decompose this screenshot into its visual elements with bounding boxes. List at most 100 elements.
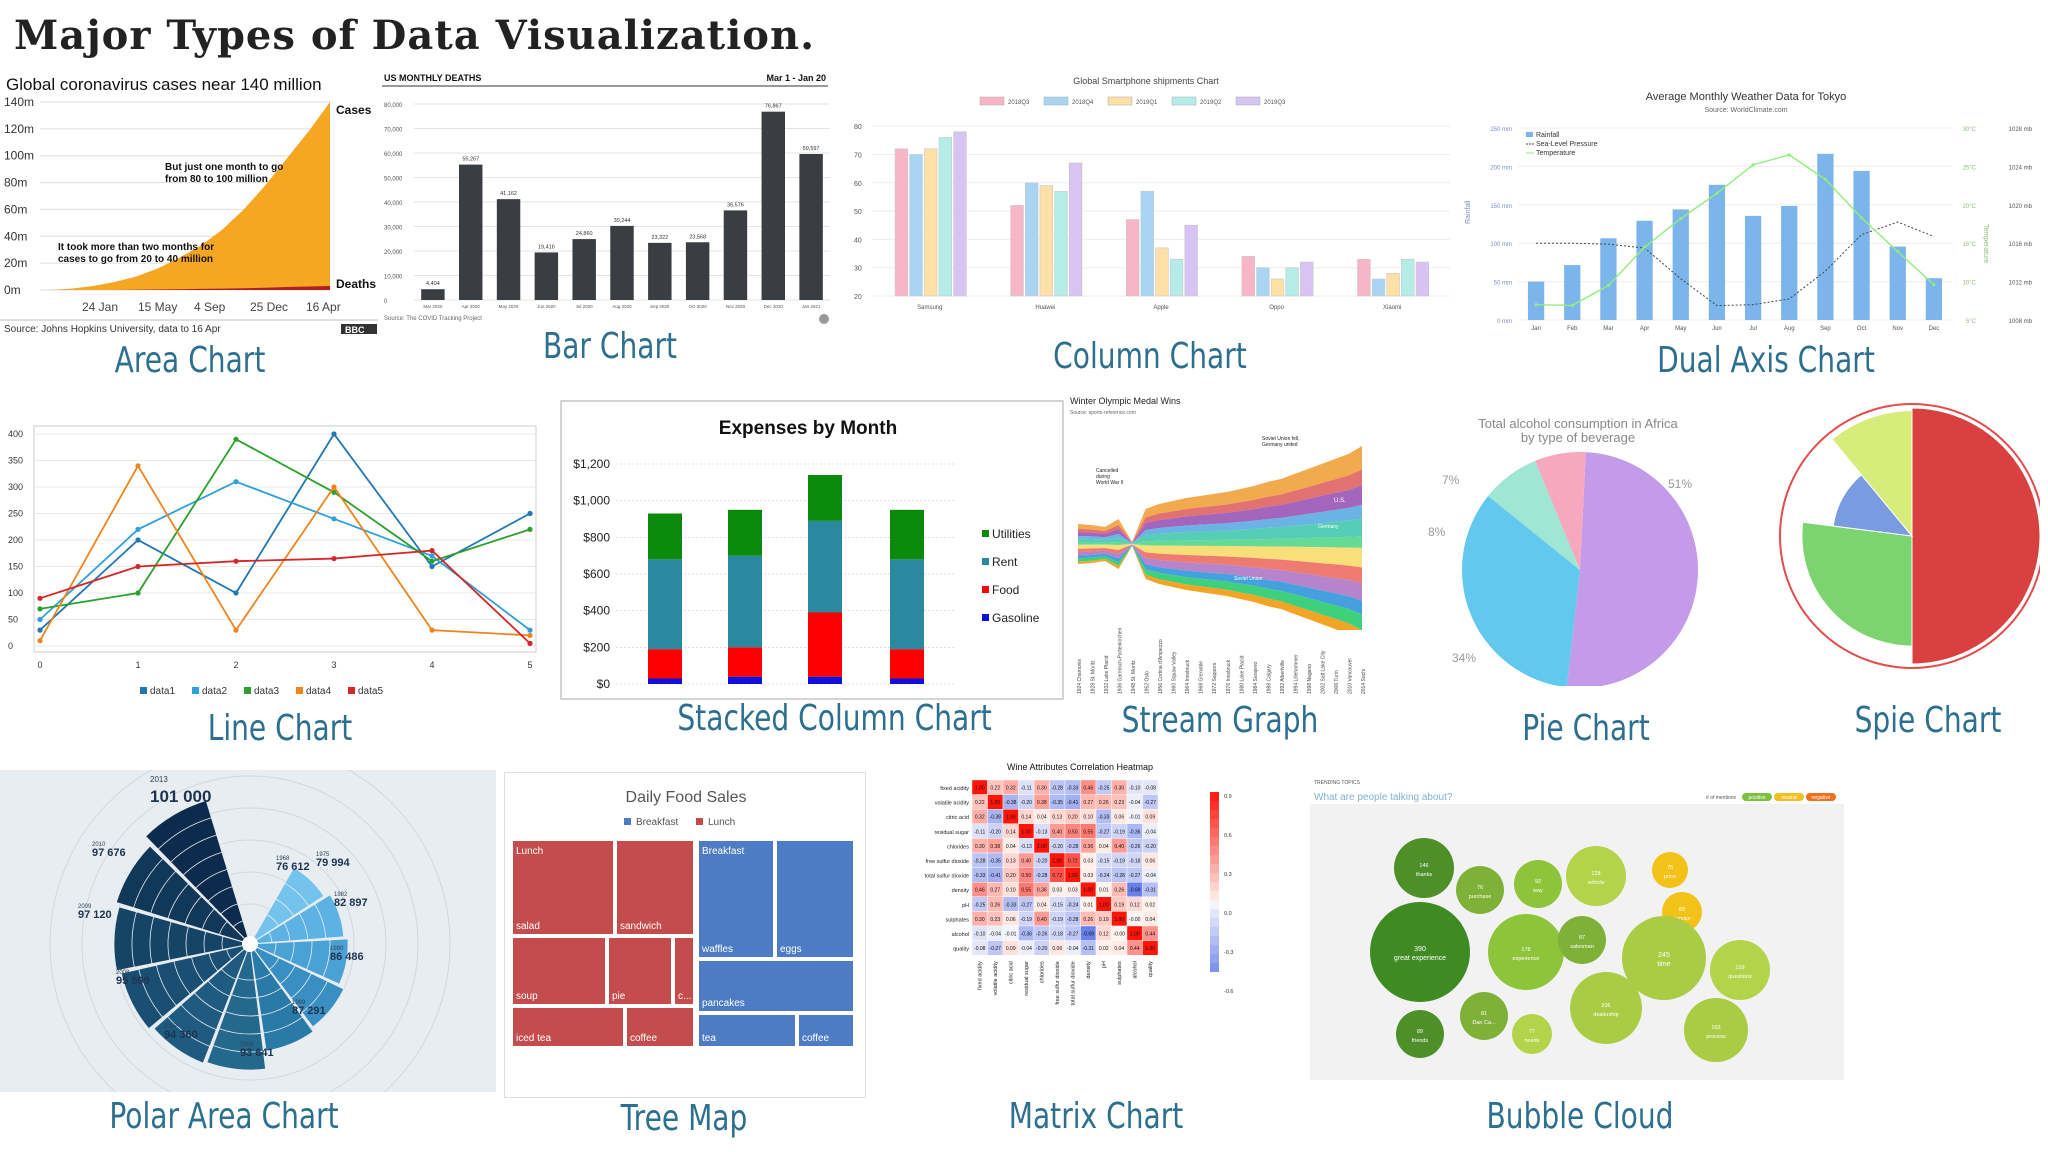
matrix-cell-value: -0.33 — [1098, 815, 1110, 821]
bubble-value: 92 — [1535, 879, 1541, 885]
matrix-cell-value: -0.26 — [1036, 932, 1048, 938]
tree-legend-label: Lunch — [708, 817, 735, 828]
area-y-tick: 100m — [4, 149, 34, 163]
bubble-header: TRENDING TOPICS — [1314, 780, 1361, 786]
column-y-tick: 80 — [854, 124, 862, 131]
area-y-tick: 60m — [4, 202, 27, 216]
matrix-cell-value: -0.20 — [1145, 844, 1157, 850]
spie-outer-ring — [1779, 403, 2040, 669]
polar-value-label: 82 897 — [334, 897, 368, 909]
matrix-cell-value: 0.72 — [1068, 859, 1078, 865]
stacked-column-chart: Expenses by Month $0 $200 $400 $600 $800 $1,00… — [560, 400, 1064, 700]
matrix-cell-value: -0.18 — [1052, 932, 1064, 938]
polar-sector — [218, 921, 251, 945]
line-legend-swatch — [348, 687, 355, 694]
bar-value-label: 76,867 — [765, 104, 782, 110]
polar-sector — [237, 943, 255, 981]
bar — [534, 252, 559, 300]
matrix-cell-value: 0.36 — [1037, 888, 1047, 894]
dual-temperature-point — [1787, 153, 1791, 157]
matrix-scale-tick: -0.6 — [1224, 989, 1233, 995]
stacked-y-tick: $600 — [583, 567, 610, 581]
bubble-value: 87 — [1579, 935, 1585, 941]
tree-cell-label: coffee — [630, 1033, 657, 1044]
column-bar — [1010, 205, 1024, 297]
dual-x-tick: Nov — [1892, 326, 1903, 332]
stacked-title: Expenses by Month — [719, 418, 897, 439]
matrix-row-label: residual sugar — [934, 830, 969, 836]
tree-cell-label: pancakes — [702, 998, 745, 1009]
column-legend-swatch — [1107, 96, 1133, 106]
column-bar — [1256, 267, 1270, 297]
bubble-value: 163 — [1711, 1025, 1720, 1031]
matrix-cell-value: -0.04 — [1129, 800, 1141, 806]
matrix-scale-tick: 0.0 — [1224, 911, 1232, 917]
stream-layer — [1078, 544, 1362, 601]
matrix-cell-value: 0.04 — [1006, 844, 1016, 850]
column-bar — [1285, 267, 1299, 297]
caption-pie: Pie Chart — [1522, 708, 1650, 749]
stacked-segment — [808, 475, 842, 521]
matrix-cell-value: 0.19 — [1114, 902, 1124, 908]
bubble-label: friends — [1412, 1038, 1429, 1044]
line-point — [429, 563, 435, 570]
column-y-tick: 50 — [854, 209, 862, 216]
bubble-label: vehicle — [1587, 880, 1604, 886]
stacked-segment — [890, 559, 924, 650]
bubble-label: way — [1532, 888, 1543, 894]
matrix-cell-value: 0.40 — [1114, 844, 1124, 850]
area-chart: Global coronavirus cases near 140 millio… — [0, 68, 378, 338]
polar-value-label: 79 994 — [316, 857, 351, 869]
column-legend-label: 2019Q1 — [1136, 100, 1158, 106]
bubble-value: 206 — [1601, 1003, 1610, 1009]
matrix-cell-value: -0.04 — [1021, 946, 1033, 952]
line-y-tick: 50 — [8, 615, 18, 625]
dual-legend-label: Rainfall — [1536, 132, 1560, 139]
stream-layer — [1078, 485, 1362, 544]
stream-layer — [1078, 545, 1362, 631]
tree-cell — [511, 839, 615, 936]
matrix-cell-value: -0.20 — [1021, 800, 1033, 806]
stream-x-tick: 1972 Sapporo — [1212, 662, 1218, 694]
bar-source: Source: The COVID Tracking Project — [384, 316, 482, 322]
matrix-cell-value: -0.15 — [1098, 859, 1110, 865]
polar-year-label: 2010 — [92, 842, 106, 848]
matrix-cell-value: 0.14 — [1021, 815, 1031, 821]
area-x-tick: 15 May — [138, 300, 177, 314]
line-plot-frame — [33, 425, 537, 653]
line-y-tick: 250 — [8, 509, 23, 519]
area-logo: BBC — [345, 325, 365, 335]
matrix-cell-value: 0.04 — [1114, 946, 1124, 952]
matrix-cell-value: 0.30 — [1114, 786, 1124, 792]
matrix-cell-value: 0.06 — [1114, 815, 1124, 821]
bar-y-tick: 30,000 — [384, 226, 403, 232]
matrix-cell-value: -0.19 — [1052, 917, 1064, 923]
line-legend-swatch — [244, 687, 251, 694]
stream-x-tick: 1960 Squaw Valley — [1172, 651, 1178, 694]
tree-legend-label: Breakfast — [636, 817, 678, 828]
stream-label: Germany — [1318, 524, 1339, 530]
matrix-cell-value: 0.12 — [1130, 902, 1140, 908]
dual-rainfall-bar — [1636, 220, 1653, 320]
page-title: Major Types of Data Visualization. — [14, 12, 815, 59]
matrix-chart: Wine Attributes Correlation Heatmap fixed… — [880, 758, 1300, 1078]
bubble-question: What are people talking about? — [1314, 792, 1453, 803]
tree-cell — [697, 959, 855, 1013]
matrix-cell-value: 0.23 — [990, 917, 1000, 923]
column-x-tick: Huawei — [1035, 305, 1055, 311]
caption-stacked: Stacked Column Chart — [677, 698, 992, 739]
bar-y-tick: 60,000 — [384, 152, 403, 158]
bar-x-tick: Jun 2020 — [537, 304, 556, 309]
column-bar — [1357, 258, 1371, 297]
column-bar — [1155, 247, 1169, 297]
line-legend-label: data3 — [254, 686, 279, 697]
tree-cell-label: eggs — [780, 944, 802, 955]
matrix-cell-value: 0.38 — [1037, 800, 1047, 806]
dual-rainfall-bar — [1817, 153, 1834, 320]
polar-sector — [249, 913, 280, 945]
line-series — [39, 464, 531, 642]
line-point — [429, 627, 435, 633]
bar-x-tick: Jul 2020 — [576, 304, 594, 309]
matrix-cell-value: -0.15 — [1052, 902, 1064, 908]
polar-sector — [249, 943, 280, 971]
